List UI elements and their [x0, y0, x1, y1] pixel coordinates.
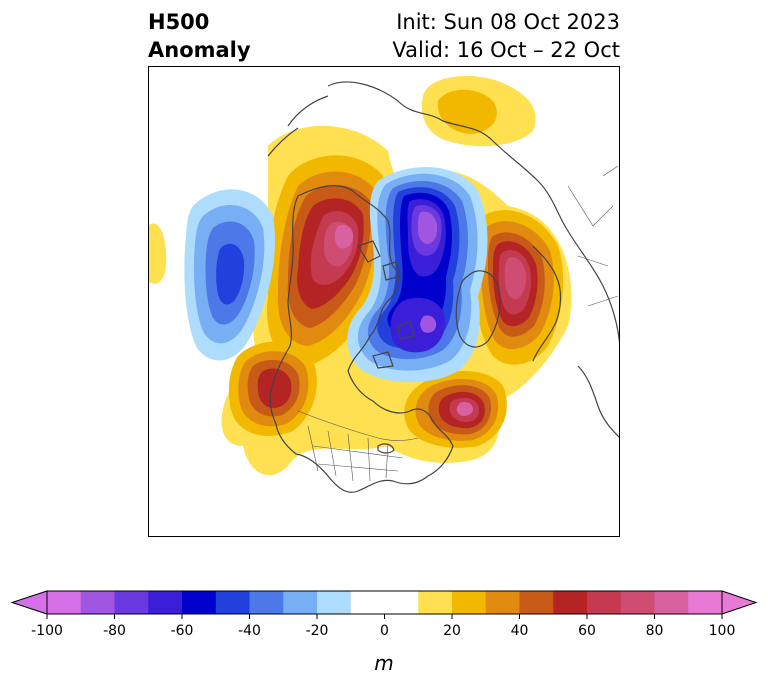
- colorbar-extend-max: [721, 590, 758, 615]
- valid-range: Valid: 16 Oct – 22 Oct: [392, 38, 620, 62]
- alaska-pink: [334, 224, 354, 249]
- colorbar-tick-label: -40: [238, 623, 261, 639]
- colorbar: -100 -80 -60 -40 -20 0 20 40 60 80 100 m: [10, 590, 758, 675]
- colorbar-tick-label: 0: [380, 623, 389, 639]
- eurasia-borders: [567, 165, 619, 307]
- anomaly-contours: [148, 76, 572, 476]
- map-title: H500 Anomaly: [148, 8, 251, 64]
- colorbar-segment: [620, 591, 655, 614]
- colorbar-segment: [80, 591, 115, 614]
- colorbar-segment: [418, 591, 453, 614]
- colorbar-segment: [182, 591, 217, 614]
- us-canada-border: [297, 410, 419, 441]
- colorbar-segment: [148, 591, 183, 614]
- greenland-coast: [455, 270, 501, 348]
- colorbar-segment: [317, 591, 352, 614]
- arctic-islands: [357, 240, 415, 369]
- siberia-coast: [267, 95, 329, 157]
- colorbar-segments: [47, 591, 723, 614]
- colorbar-segment: [688, 591, 723, 614]
- colorbar-tick-label: 40: [511, 623, 529, 639]
- colorbar-segment: [654, 591, 689, 614]
- europe-coast: [577, 365, 620, 439]
- title-line-1: H500: [148, 10, 210, 34]
- political-borders: [297, 165, 619, 482]
- colorbar-tick-label: 100: [709, 623, 736, 639]
- us-states-grid: [307, 425, 404, 482]
- siberia-orange: [437, 89, 497, 134]
- colorbar-segment: [553, 591, 588, 614]
- colorbar-ticks: -100 -80 -60 -40 -20 0 20 40 60 80 100: [31, 614, 735, 639]
- pnw-red: [257, 368, 292, 409]
- colorbar-extend-min: [10, 590, 48, 615]
- colorbar-tick-label: 20: [443, 623, 461, 639]
- colorbar-segment: [519, 591, 554, 614]
- colorbar-tick-label: -20: [306, 623, 329, 639]
- colorbar-tick-label: 80: [646, 623, 664, 639]
- colorbar-segment: [587, 591, 622, 614]
- date-info: Init: Sun 08 Oct 2023 Valid: 16 Oct – 22…: [392, 8, 620, 64]
- europe-rose: [504, 256, 527, 300]
- colorbar-segment: [485, 591, 520, 614]
- great-lakes: [377, 443, 395, 454]
- hudson-purple: [420, 315, 437, 333]
- labrador-rose: [456, 401, 473, 416]
- coastlines: [267, 81, 620, 493]
- colorbar-segment: [215, 591, 250, 614]
- colorbar-segment: [47, 591, 82, 614]
- colorbar-tick-label: -100: [31, 623, 63, 639]
- colorbar-tick-label: -80: [103, 623, 126, 639]
- anomaly-map: [148, 66, 620, 537]
- colorbar-segment: [283, 591, 318, 614]
- colorbar-tick-label: -60: [171, 623, 194, 639]
- init-date: Init: Sun 08 Oct 2023: [396, 10, 620, 34]
- north-america-coast: [269, 184, 454, 493]
- colorbar-segment: [249, 591, 284, 614]
- colorbar-segment: [350, 591, 385, 614]
- colorbar-tick-label: 60: [578, 623, 596, 639]
- colorbar-unit-label: m: [374, 651, 393, 675]
- colorbar-segment: [452, 591, 487, 614]
- west-edge-yellow: [148, 223, 167, 284]
- npac-dblue: [216, 243, 245, 305]
- scandinavia-coast: [532, 245, 562, 362]
- title-line-2: Anomaly: [148, 38, 251, 62]
- eurasia-coast: [327, 81, 620, 347]
- colorbar-segment: [114, 591, 149, 614]
- colorbar-segment: [384, 591, 419, 614]
- arctic-purple: [418, 211, 438, 244]
